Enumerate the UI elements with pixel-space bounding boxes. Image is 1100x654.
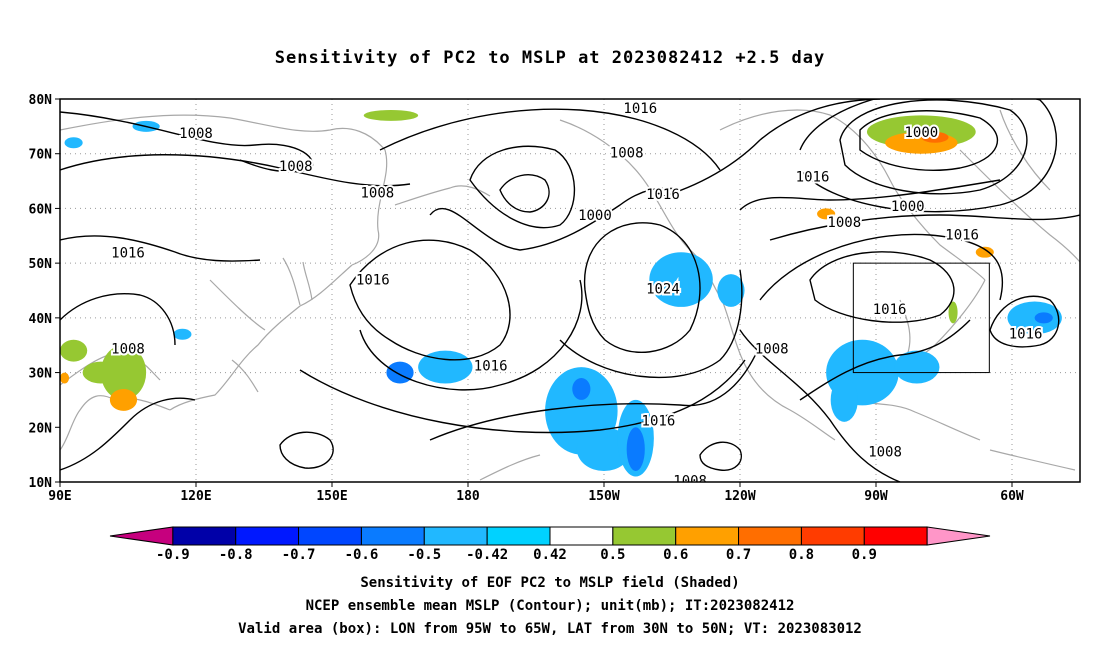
lon-tick-label: 120W bbox=[724, 489, 755, 504]
shaded-region bbox=[817, 208, 836, 220]
colorbar-tick-label: -0.6 bbox=[345, 547, 379, 563]
contour-label: 1016 bbox=[111, 246, 145, 262]
colorbar-tick-label: 0.8 bbox=[789, 547, 814, 563]
contour-label: 1008 bbox=[827, 215, 861, 231]
contour-label: 1000 bbox=[578, 208, 612, 224]
lat-tick-label: 50N bbox=[29, 257, 53, 272]
colorbar: -0.9 -0.8 -0.7 -0.6 -0.5 -0.42 0.42 0.5 0.6 0.7 0.… bbox=[109, 526, 991, 563]
lat-tick-label: 80N bbox=[29, 93, 53, 108]
colorbar-swatch bbox=[863, 526, 928, 546]
colorbar-tick-label: -0.42 bbox=[466, 547, 508, 563]
plot-title: Sensitivity of PC2 to MSLP at 2023082412… bbox=[274, 48, 826, 68]
colorbar-tick-label: 0.9 bbox=[852, 547, 877, 563]
colorbar-tick-label: 0.42 bbox=[533, 547, 567, 563]
lat-tick-label: 30N bbox=[29, 367, 53, 382]
contour-label: 1008 bbox=[610, 146, 644, 162]
shaded-region bbox=[626, 427, 645, 472]
shaded-region bbox=[60, 339, 88, 362]
colorbar-tick-label: -0.7 bbox=[282, 547, 316, 563]
colorbar-extend-high bbox=[926, 526, 991, 546]
lon-tick-label: 120E bbox=[180, 489, 211, 504]
footer-line-valid-area: Valid area (box): LON from 95W to 65W, L… bbox=[238, 621, 862, 637]
colorbar-tick-label: 0.7 bbox=[726, 547, 751, 563]
contour-label: 1008 bbox=[279, 159, 313, 175]
contour-label: 1016 bbox=[642, 414, 676, 430]
shaded-region bbox=[717, 274, 745, 307]
contour-label: 1016 bbox=[873, 302, 907, 318]
lat-tick-label: 40N bbox=[29, 312, 53, 327]
colorbar-swatch bbox=[235, 526, 300, 546]
colorbar-swatch bbox=[486, 526, 551, 546]
colorbar-swatch bbox=[298, 526, 362, 546]
contour-label: 1008 bbox=[755, 341, 789, 357]
contour-label: 1016 bbox=[945, 228, 979, 244]
shaded-region bbox=[1034, 312, 1053, 324]
colorbar-tick-label: 0.6 bbox=[663, 547, 688, 563]
colorbar-swatch bbox=[675, 526, 740, 546]
colorbar-tick-label: -0.5 bbox=[407, 547, 441, 563]
colorbar-swatch bbox=[612, 526, 677, 546]
contour-label: 1016 bbox=[1009, 327, 1043, 343]
colorbar-extend-low bbox=[109, 526, 174, 546]
colorbar-swatch bbox=[800, 526, 865, 546]
contour-label: 1000 bbox=[891, 199, 925, 215]
colorbar-swatch bbox=[549, 526, 614, 546]
mslp-contours bbox=[60, 99, 1080, 482]
shaded-region bbox=[363, 109, 419, 121]
lon-tick-label: 90E bbox=[48, 489, 71, 504]
contour-label: 1008 bbox=[673, 473, 707, 489]
contour-labels: 1016 1008 1008 1008 1008 1016 1016 1000 1000 1000… bbox=[109, 99, 1044, 489]
colorbar-tick-label: 0.5 bbox=[600, 547, 625, 563]
shaded-region bbox=[109, 388, 138, 411]
contour-label: 1000 bbox=[904, 125, 938, 141]
contour-label: 1016 bbox=[474, 358, 508, 374]
shaded-region bbox=[948, 301, 958, 324]
shaded-region bbox=[100, 345, 147, 400]
contour-label: 1008 bbox=[111, 341, 145, 357]
lon-tick-label: 150W bbox=[588, 489, 619, 504]
colorbar-swatch bbox=[360, 526, 425, 546]
lat-tick-label: 60N bbox=[29, 202, 53, 217]
shaded-region bbox=[418, 350, 473, 384]
map-frame bbox=[59, 98, 1081, 483]
colorbar-tick-label: -0.8 bbox=[219, 547, 253, 563]
contour-label: 1024 bbox=[646, 281, 680, 297]
colorbar-swatch bbox=[738, 526, 802, 546]
lon-tick-label: 150E bbox=[316, 489, 347, 504]
shaded-region bbox=[975, 246, 994, 258]
contour-label: 1008 bbox=[360, 186, 394, 202]
footer-line-shaded: Sensitivity of EOF PC2 to MSLP field (Sh… bbox=[360, 575, 740, 591]
shaded-region bbox=[830, 378, 858, 422]
valid-area-box bbox=[852, 262, 990, 374]
lat-tick-label: 20N bbox=[29, 421, 53, 436]
colorbar-swatch bbox=[423, 526, 488, 546]
lon-tick-label: 60W bbox=[1000, 489, 1024, 504]
shaded-region bbox=[60, 372, 70, 384]
shaded-region bbox=[386, 361, 414, 384]
shaded-region bbox=[64, 137, 83, 149]
contour-label: 1016 bbox=[623, 101, 657, 117]
lat-tick-label: 10N bbox=[29, 476, 53, 491]
colorbar-swatch bbox=[172, 526, 237, 546]
shaded-region bbox=[649, 252, 713, 307]
contour-label: 1016 bbox=[646, 187, 680, 203]
contour-label: 1016 bbox=[356, 273, 390, 289]
contour-label: 1008 bbox=[179, 126, 213, 142]
lon-tick-label: 90W bbox=[864, 489, 888, 504]
shaded-region bbox=[921, 131, 949, 143]
contour-label: 1008 bbox=[868, 444, 902, 460]
shaded-region bbox=[173, 328, 192, 340]
contour-label: 1016 bbox=[796, 170, 830, 186]
shaded-region bbox=[572, 378, 591, 400]
colorbar-tick-label: -0.9 bbox=[156, 547, 190, 563]
footer-line-contour: NCEP ensemble mean MSLP (Contour); unit(… bbox=[305, 598, 795, 614]
lon-tick-label: 180 bbox=[456, 489, 480, 504]
lat-tick-label: 70N bbox=[29, 148, 53, 163]
shaded-region bbox=[576, 427, 632, 472]
shaded-region bbox=[894, 350, 940, 384]
